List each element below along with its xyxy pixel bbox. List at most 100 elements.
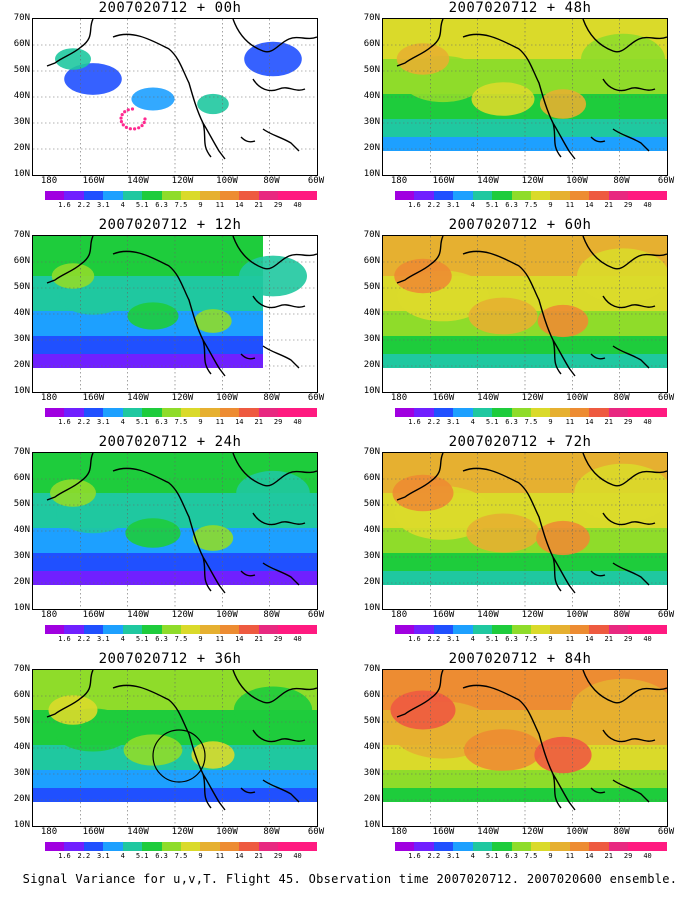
colorbar	[395, 408, 667, 417]
colorbar-swatch	[492, 842, 512, 851]
latitude-tick-label: 20N	[13, 794, 30, 804]
colorbar-label: 5.1	[135, 418, 149, 426]
coastline	[396, 453, 667, 594]
variance-blob	[233, 686, 313, 734]
latitude-tick-label: 20N	[13, 360, 30, 370]
colorbar-swatch	[453, 408, 473, 417]
latitude-tick-label: 50N	[363, 65, 380, 75]
colorbar-label: 21	[604, 635, 613, 643]
variance-blob	[244, 41, 302, 77]
colorbar-label: 5.1	[485, 201, 499, 209]
colorbar-label: 6.3	[505, 201, 518, 209]
colorbar-label: 4	[120, 418, 125, 426]
colorbar-swatch	[103, 408, 123, 417]
colorbar-swatch	[589, 842, 609, 851]
latitude-tick-label: 30N	[363, 117, 380, 127]
latitude-tick-label: 50N	[13, 499, 30, 509]
colorbar-swatch	[550, 191, 570, 200]
colorbar	[395, 842, 667, 851]
map-plot-area	[382, 669, 668, 827]
variance-map-svg	[383, 19, 667, 175]
longitude-tick-label: 160W	[432, 827, 455, 837]
colorbar-label: 14	[235, 418, 244, 426]
colorbar-label: 1.6	[58, 635, 71, 643]
variance-blob	[131, 87, 175, 111]
longitude-tick-label: 180	[390, 610, 408, 620]
latitude-tick-label: 30N	[13, 551, 30, 561]
colorbar-swatch	[239, 625, 259, 634]
variance-blob	[392, 474, 454, 512]
colorbar-label: 3.1	[96, 201, 110, 209]
latitude-tick-label: 10N	[363, 820, 380, 830]
colorbar-swatch	[142, 625, 162, 634]
colorbar-swatch	[628, 625, 648, 634]
variance-blob	[574, 463, 667, 523]
latitude-tick-label: 30N	[13, 334, 30, 344]
variance-blob	[50, 479, 96, 507]
latitude-tick-label: 60N	[13, 39, 30, 49]
longitude-tick-label: 60W	[657, 827, 675, 837]
colorbar-swatch	[180, 191, 201, 200]
colorbar-swatch	[103, 625, 123, 634]
colorbar-label: 21	[254, 201, 263, 209]
latitude-tick-label: 20N	[13, 143, 30, 153]
latitude-tick-label: 60N	[363, 39, 380, 49]
latitude-tick-label: 40N	[363, 525, 380, 535]
colorbar-label: 29	[623, 201, 633, 209]
variance-blob	[539, 89, 587, 119]
colorbar-label: 2.2	[427, 852, 441, 860]
colorbar-swatch	[492, 408, 512, 417]
colorbar-swatch	[278, 408, 298, 417]
variance-blob	[577, 248, 667, 304]
latitude-tick-label: 10N	[13, 386, 30, 396]
variance-blob	[396, 43, 450, 75]
figure-caption: Signal Variance for u,v,T. Flight 45. Ob…	[22, 872, 678, 886]
colorbar-label: 11	[215, 418, 225, 426]
colorbar-label: 4	[120, 635, 125, 643]
colorbar-swatch	[414, 842, 434, 851]
colorbar-swatch	[200, 408, 220, 417]
colorbar	[45, 191, 317, 200]
colorbar-label: 40	[643, 418, 652, 426]
latitude-tick-label: 20N	[363, 794, 380, 804]
colorbar-label: 1.6	[58, 201, 71, 209]
colorbar-label: 21	[604, 852, 613, 860]
colorbar-swatch	[297, 625, 317, 634]
variance-blob	[464, 729, 542, 771]
longitude-tick-label: 120W	[521, 176, 544, 186]
variance-blob	[581, 33, 665, 85]
variance-map-svg	[33, 453, 317, 609]
flight-track-point	[121, 123, 125, 127]
longitude-tick-label: 80W	[613, 176, 630, 186]
colorbar-swatch	[219, 625, 240, 634]
colorbar-label: 9	[198, 201, 203, 209]
colorbar-swatch	[647, 842, 667, 851]
colorbar-label: 11	[215, 852, 225, 860]
colorbar-label: 3.1	[96, 418, 110, 426]
colorbar-label: 40	[643, 201, 652, 209]
longitude-tick-label: 60W	[657, 610, 675, 620]
colorbar-label: 7.5	[174, 852, 188, 860]
colorbar-swatch	[492, 625, 512, 634]
colorbar-swatch	[239, 842, 259, 851]
colorbar-swatch	[414, 625, 434, 634]
colorbar-label: 3.1	[446, 201, 460, 209]
colorbar-label: 40	[293, 418, 302, 426]
colorbar-swatch	[103, 842, 123, 851]
variance-map-svg	[383, 236, 667, 392]
colorbar-swatch	[550, 842, 570, 851]
colorbar-swatch	[64, 842, 84, 851]
coastline	[46, 453, 317, 594]
latitude-tick-label: 30N	[13, 768, 30, 778]
panel-title: 2007020712 + 36h	[98, 651, 242, 667]
map-panel: 2007020712 + 12h 70N 60N 50N 40N 30N 20N 10N 180…	[0, 217, 340, 437]
colorbar-label: 29	[623, 635, 633, 643]
colorbar-label: 3.1	[446, 418, 460, 426]
map-panel: 2007020712 + 60h 70N 60N 50N 40N 30N 20N 10N 180…	[350, 217, 690, 437]
colorbar-label: 2.2	[77, 635, 91, 643]
colorbar-swatch	[414, 191, 434, 200]
colorbar-swatch	[258, 842, 279, 851]
colorbar-label: 29	[623, 418, 633, 426]
colorbar-swatch	[608, 625, 629, 634]
colorbar-swatch	[45, 191, 65, 200]
